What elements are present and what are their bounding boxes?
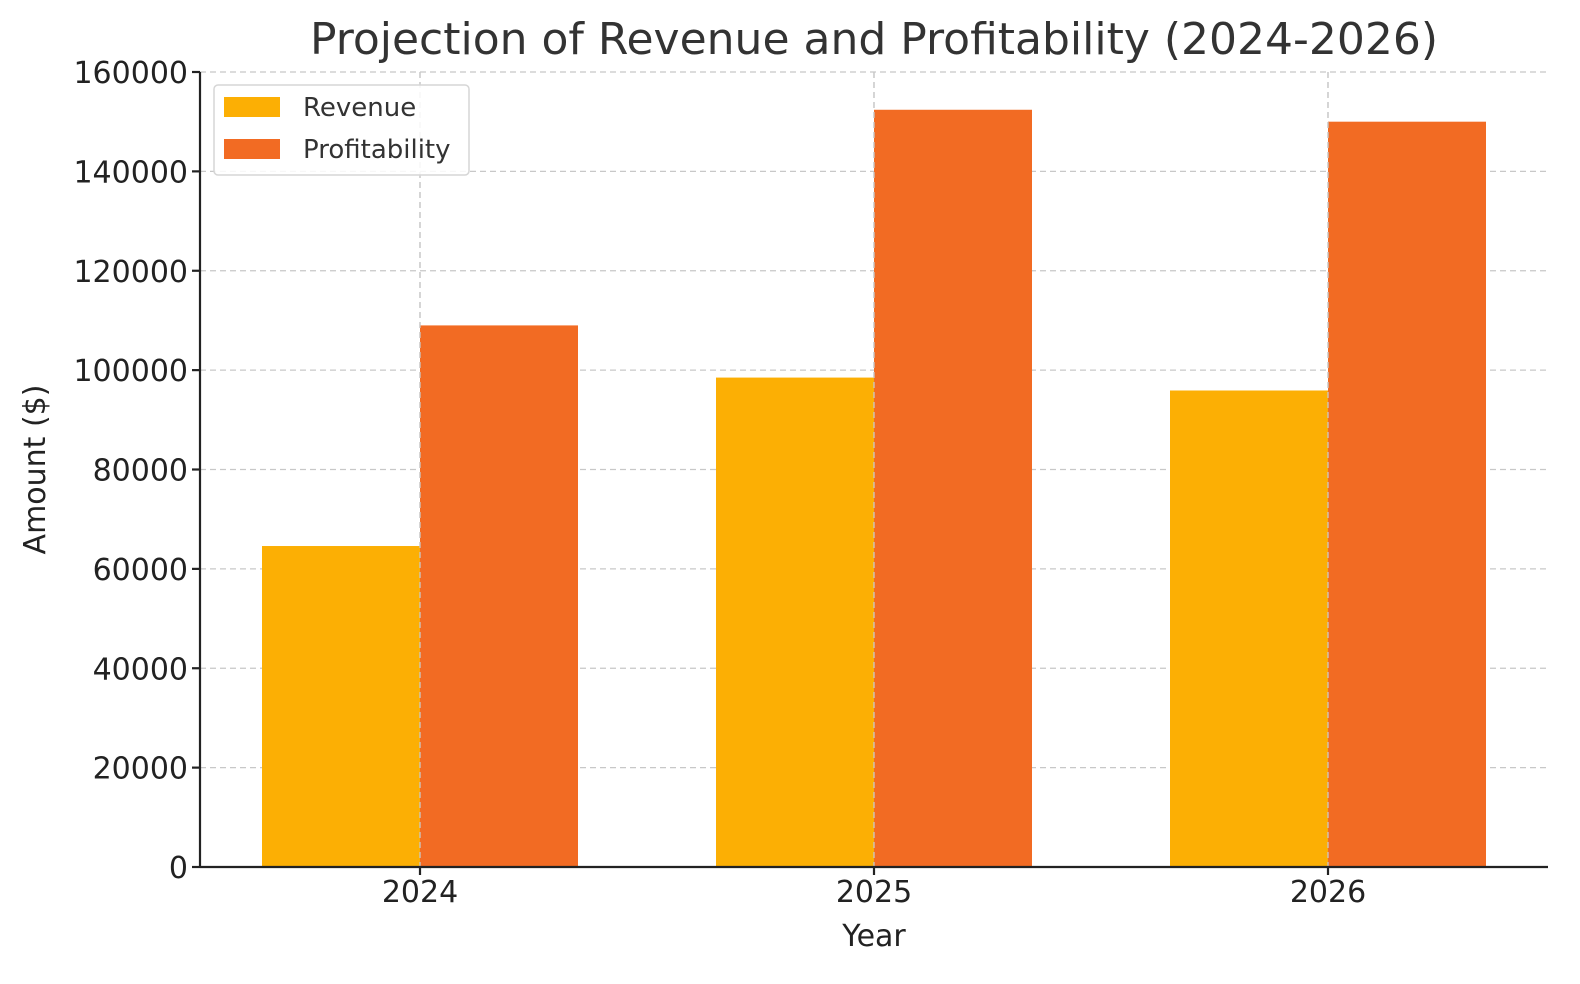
y-tick-label: 100000 [73, 354, 188, 389]
legend-label-revenue: Revenue [303, 93, 416, 123]
x-axis-label: Year [841, 919, 906, 954]
bar-revenue-2025 [716, 377, 874, 867]
y-tick-label: 20000 [93, 752, 188, 787]
y-tick-label: 0 [169, 851, 188, 886]
x-tick-label: 2026 [1290, 875, 1366, 910]
bar-revenue-2026 [1170, 390, 1328, 867]
y-tick-label: 160000 [73, 56, 188, 91]
y-tick-label: 80000 [93, 454, 188, 489]
x-tick-label: 2025 [836, 875, 912, 910]
bars-layer [262, 72, 1486, 867]
legend-items: Revenue Profitability [224, 93, 451, 165]
y-tick-label: 60000 [93, 553, 188, 588]
y-tick-label: 120000 [73, 255, 188, 290]
bar-profitability-2026 [1328, 121, 1486, 867]
chart-title: Projection of Revenue and Profitability … [310, 14, 1438, 65]
bar-profitability-2025 [874, 109, 1032, 867]
bar-revenue-2024 [262, 546, 420, 867]
y-axis-label: Amount ($) [18, 385, 53, 555]
x-tick-labels: 2024 2025 2026 [382, 867, 1366, 910]
legend-label-profitability: Profitability [303, 135, 451, 165]
bar-profitability-2024 [420, 325, 578, 867]
y-tick-labels: 0 20000 40000 60000 80000 100000 120000 140000 1… [73, 56, 200, 886]
x-tick-label: 2024 [382, 875, 458, 910]
legend: Revenue Profitability [213, 84, 470, 176]
y-tick-label: 40000 [93, 652, 188, 687]
y-tick-label: 140000 [73, 155, 188, 190]
legend-swatch-revenue [224, 97, 280, 117]
legend-swatch-profitability [224, 139, 280, 159]
